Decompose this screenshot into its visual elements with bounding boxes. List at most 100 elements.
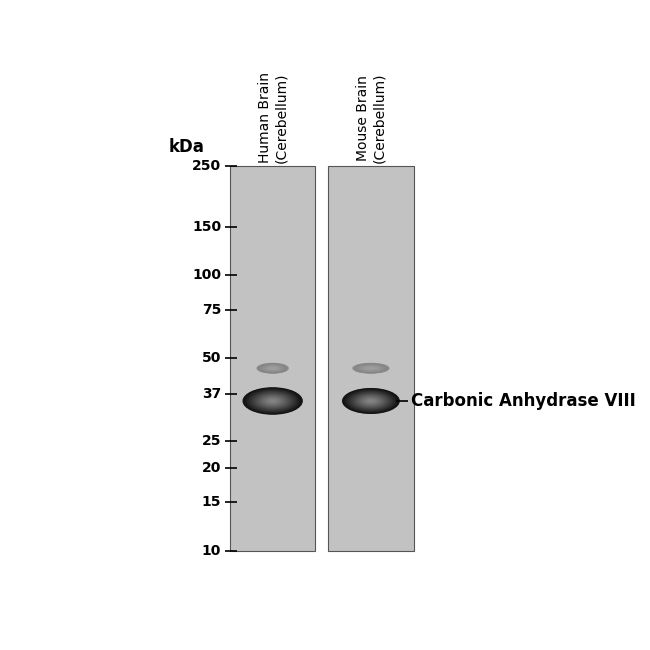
Ellipse shape bbox=[244, 388, 301, 413]
Ellipse shape bbox=[359, 365, 383, 372]
Ellipse shape bbox=[344, 389, 398, 413]
Ellipse shape bbox=[363, 366, 379, 370]
Ellipse shape bbox=[270, 367, 275, 369]
Ellipse shape bbox=[268, 399, 277, 403]
Ellipse shape bbox=[348, 391, 394, 411]
Ellipse shape bbox=[356, 364, 386, 372]
Ellipse shape bbox=[359, 365, 383, 372]
Ellipse shape bbox=[343, 388, 399, 413]
Ellipse shape bbox=[348, 391, 393, 411]
Ellipse shape bbox=[269, 367, 276, 369]
Ellipse shape bbox=[346, 389, 396, 412]
Ellipse shape bbox=[259, 364, 286, 372]
Ellipse shape bbox=[356, 395, 385, 408]
Ellipse shape bbox=[363, 398, 378, 404]
Bar bbox=[328, 166, 413, 551]
Text: 20: 20 bbox=[202, 461, 221, 475]
Bar bbox=[230, 166, 315, 551]
Ellipse shape bbox=[246, 389, 299, 413]
Text: 250: 250 bbox=[192, 159, 221, 173]
Ellipse shape bbox=[244, 388, 302, 414]
Text: 150: 150 bbox=[192, 220, 221, 234]
Ellipse shape bbox=[257, 363, 288, 374]
Ellipse shape bbox=[366, 367, 376, 370]
Ellipse shape bbox=[260, 395, 285, 407]
Ellipse shape bbox=[364, 367, 378, 370]
Text: 15: 15 bbox=[202, 495, 221, 510]
Text: 50: 50 bbox=[202, 351, 221, 365]
Text: 75: 75 bbox=[202, 303, 221, 317]
Ellipse shape bbox=[365, 367, 377, 370]
Ellipse shape bbox=[257, 363, 289, 374]
Ellipse shape bbox=[269, 399, 276, 403]
Text: Mouse Brain
(Cerebellum): Mouse Brain (Cerebellum) bbox=[356, 73, 386, 163]
Ellipse shape bbox=[367, 367, 375, 369]
Ellipse shape bbox=[260, 364, 285, 372]
Ellipse shape bbox=[270, 400, 276, 402]
Ellipse shape bbox=[261, 365, 284, 372]
Ellipse shape bbox=[358, 365, 384, 372]
Ellipse shape bbox=[367, 399, 374, 402]
Ellipse shape bbox=[349, 391, 393, 411]
Ellipse shape bbox=[362, 397, 380, 405]
Ellipse shape bbox=[268, 367, 277, 370]
Ellipse shape bbox=[359, 395, 383, 406]
Ellipse shape bbox=[369, 400, 373, 402]
Text: kDa: kDa bbox=[169, 138, 205, 155]
Text: 25: 25 bbox=[202, 434, 221, 448]
Ellipse shape bbox=[346, 390, 396, 412]
Ellipse shape bbox=[261, 395, 285, 406]
Ellipse shape bbox=[343, 389, 398, 413]
Ellipse shape bbox=[366, 398, 376, 403]
Ellipse shape bbox=[248, 390, 297, 412]
Ellipse shape bbox=[345, 389, 397, 413]
Ellipse shape bbox=[263, 365, 283, 372]
Ellipse shape bbox=[268, 367, 277, 370]
Ellipse shape bbox=[270, 367, 275, 369]
Text: Carbonic Anhydrase VIII: Carbonic Anhydrase VIII bbox=[411, 392, 636, 410]
Ellipse shape bbox=[353, 363, 389, 374]
Ellipse shape bbox=[367, 399, 375, 403]
Ellipse shape bbox=[342, 388, 400, 414]
Ellipse shape bbox=[266, 366, 279, 370]
Ellipse shape bbox=[363, 366, 378, 370]
Ellipse shape bbox=[253, 392, 292, 410]
Ellipse shape bbox=[354, 363, 388, 373]
Ellipse shape bbox=[251, 391, 294, 411]
Ellipse shape bbox=[367, 367, 374, 369]
Ellipse shape bbox=[266, 398, 279, 404]
Ellipse shape bbox=[354, 363, 387, 373]
Ellipse shape bbox=[366, 367, 376, 370]
Ellipse shape bbox=[362, 366, 380, 371]
Ellipse shape bbox=[352, 392, 391, 410]
Ellipse shape bbox=[263, 365, 282, 371]
Ellipse shape bbox=[265, 365, 281, 371]
Text: 37: 37 bbox=[202, 387, 221, 401]
Ellipse shape bbox=[252, 392, 293, 410]
Ellipse shape bbox=[358, 364, 385, 372]
Ellipse shape bbox=[264, 397, 281, 405]
Ellipse shape bbox=[361, 365, 380, 371]
Ellipse shape bbox=[361, 365, 381, 371]
Ellipse shape bbox=[354, 363, 389, 373]
Ellipse shape bbox=[248, 389, 298, 412]
Ellipse shape bbox=[262, 365, 283, 372]
Ellipse shape bbox=[263, 396, 283, 406]
Ellipse shape bbox=[259, 395, 286, 407]
Ellipse shape bbox=[356, 364, 387, 373]
Ellipse shape bbox=[243, 387, 302, 415]
Ellipse shape bbox=[252, 391, 294, 411]
Ellipse shape bbox=[266, 366, 280, 370]
Ellipse shape bbox=[365, 367, 376, 370]
Ellipse shape bbox=[363, 366, 380, 370]
Ellipse shape bbox=[261, 364, 285, 372]
Ellipse shape bbox=[354, 393, 387, 408]
Ellipse shape bbox=[261, 396, 284, 406]
Ellipse shape bbox=[256, 393, 289, 409]
Ellipse shape bbox=[256, 363, 289, 374]
Ellipse shape bbox=[352, 363, 390, 374]
Ellipse shape bbox=[368, 367, 374, 369]
Ellipse shape bbox=[270, 367, 276, 369]
Text: Human Brain
(Cerebellum): Human Brain (Cerebellum) bbox=[257, 72, 288, 163]
Ellipse shape bbox=[262, 396, 283, 406]
